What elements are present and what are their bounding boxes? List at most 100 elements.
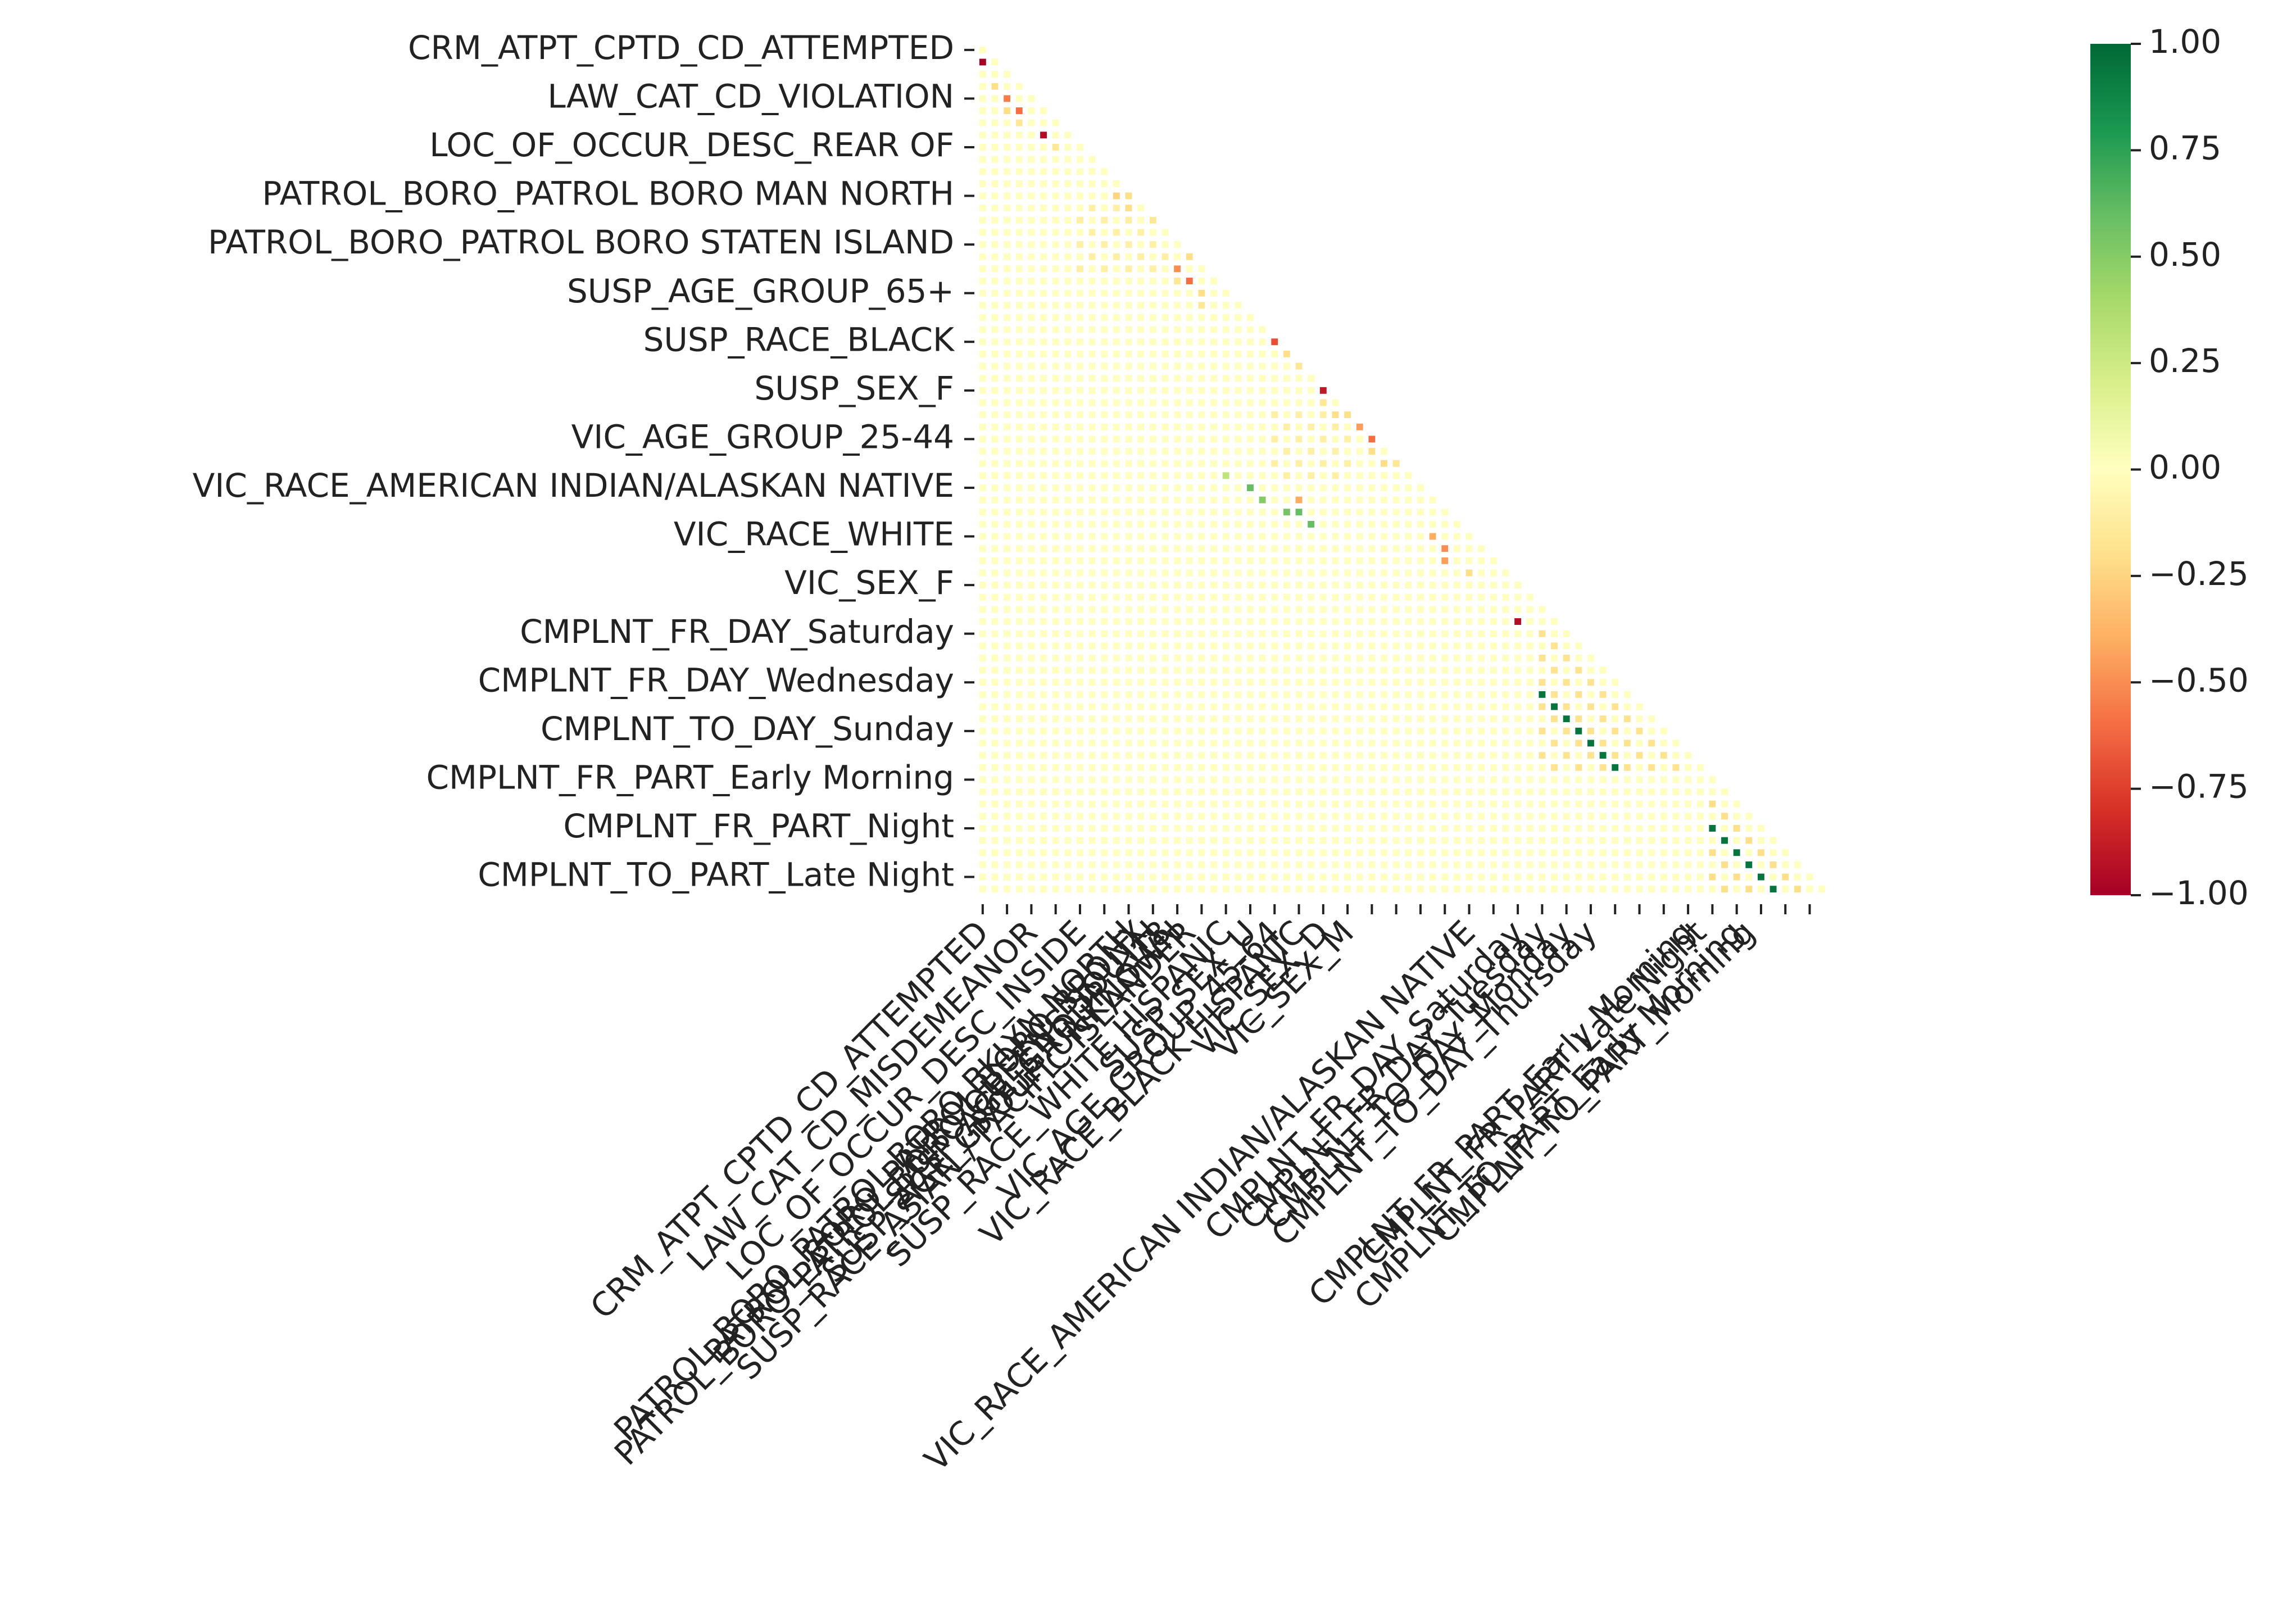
heatmap-cell — [1612, 715, 1619, 723]
heatmap-cell — [1356, 520, 1363, 528]
heatmap-cell — [1125, 350, 1132, 357]
heatmap-cell — [1028, 630, 1035, 637]
heatmap-cell — [1392, 727, 1400, 734]
heatmap-cell — [1052, 886, 1059, 893]
heatmap-cell — [1052, 813, 1059, 820]
heatmap-cell — [1660, 849, 1667, 856]
heatmap-cell — [1721, 825, 1728, 832]
heatmap-cell — [1381, 618, 1387, 625]
heatmap-cell — [1077, 715, 1083, 723]
heatmap-cell — [1441, 837, 1449, 844]
heatmap-cell — [1271, 861, 1278, 868]
heatmap-cell — [1295, 472, 1303, 479]
heatmap-cell — [1028, 265, 1035, 273]
heatmap-cell — [1563, 740, 1570, 747]
heatmap-cell — [1040, 278, 1047, 284]
heatmap-cell — [991, 95, 999, 102]
heatmap-cell — [1247, 533, 1254, 540]
heatmap-cell — [1441, 764, 1449, 771]
heatmap-cell — [1344, 593, 1351, 601]
heatmap-cell — [1259, 666, 1266, 674]
heatmap-cell — [1198, 691, 1205, 698]
heatmap-cell — [1441, 825, 1449, 832]
heatmap-cell — [1088, 593, 1096, 601]
heatmap-cell — [1453, 545, 1460, 552]
heatmap-cell — [1563, 800, 1570, 808]
heatmap-cell — [1028, 582, 1035, 589]
heatmap-cell — [1247, 825, 1254, 832]
heatmap-cell — [1696, 764, 1704, 771]
heatmap-cell — [1356, 655, 1363, 661]
heatmap-cell — [1539, 886, 1546, 893]
heatmap-cell — [1113, 642, 1120, 650]
heatmap-cell — [1004, 849, 1011, 856]
heatmap-cell — [979, 192, 986, 199]
heatmap-cell — [1004, 861, 1011, 868]
heatmap-cell — [1077, 216, 1083, 224]
heatmap-cell — [991, 582, 999, 589]
heatmap-cell — [1478, 557, 1485, 564]
heatmap-cell — [1028, 825, 1035, 832]
heatmap-cell — [1064, 715, 1072, 723]
heatmap-cell — [1113, 350, 1120, 357]
heatmap-cell — [1125, 509, 1132, 516]
heatmap-cell — [1004, 460, 1011, 467]
heatmap-cell — [1040, 655, 1047, 661]
heatmap-cell — [1210, 886, 1217, 893]
heatmap-cell — [1149, 800, 1156, 808]
heatmap-cell — [1782, 861, 1789, 868]
colorbar-tick-label: 0.50 — [2149, 235, 2221, 274]
heatmap-cell — [1526, 813, 1533, 820]
heatmap-cell — [1064, 289, 1072, 297]
heatmap-cell — [1015, 569, 1023, 577]
heatmap-cell — [1526, 593, 1533, 601]
heatmap-cell — [1526, 715, 1533, 723]
heatmap-cell — [1514, 752, 1522, 759]
heatmap-cell — [1381, 509, 1387, 516]
heatmap-cell — [1113, 241, 1120, 248]
heatmap-cell — [1368, 666, 1376, 674]
heatmap-cell — [1161, 265, 1169, 273]
heatmap-cell — [1004, 71, 1011, 78]
heatmap-cell — [1186, 655, 1193, 661]
heatmap-cell — [1004, 278, 1011, 284]
heatmap-cell — [1271, 533, 1278, 540]
heatmap-cell — [1381, 679, 1387, 686]
heatmap-cell — [1052, 144, 1059, 151]
heatmap-cell — [1368, 691, 1376, 698]
heatmap-cell — [1259, 630, 1266, 637]
heatmap-cell — [1052, 131, 1059, 139]
heatmap-cell — [1077, 362, 1083, 370]
heatmap-cell — [1015, 606, 1023, 613]
heatmap-cell — [1453, 557, 1460, 564]
heatmap-cell — [979, 71, 986, 78]
heatmap-cell — [1015, 83, 1023, 90]
heatmap-cell — [1077, 849, 1083, 856]
heatmap-cell — [1137, 253, 1145, 260]
heatmap-cell — [1381, 788, 1387, 795]
heatmap-cell — [1235, 752, 1242, 759]
heatmap-cell — [1769, 849, 1777, 856]
heatmap-cell — [1040, 326, 1047, 333]
heatmap-cell — [1612, 873, 1619, 881]
heatmap-cell — [1295, 655, 1303, 661]
heatmap-cell — [991, 71, 999, 78]
heatmap-cell — [1696, 825, 1704, 832]
heatmap-cell — [1587, 679, 1594, 686]
heatmap-cell — [1235, 472, 1242, 479]
heatmap-cell — [1137, 484, 1145, 491]
heatmap-cell — [1247, 448, 1254, 455]
heatmap-cell — [1222, 484, 1229, 491]
heatmap-cell — [1222, 436, 1229, 443]
heatmap-cell — [1149, 496, 1156, 504]
heatmap-cell — [1356, 813, 1363, 820]
heatmap-cell — [1004, 727, 1011, 734]
heatmap-cell — [1368, 861, 1376, 868]
heatmap-cell — [1125, 837, 1132, 844]
heatmap-cell — [1161, 691, 1169, 698]
heatmap-cell — [1222, 302, 1229, 309]
heatmap-cell — [1015, 582, 1023, 589]
heatmap-cell — [1052, 703, 1059, 710]
heatmap-cell — [1088, 740, 1096, 747]
heatmap-cell — [1004, 192, 1011, 199]
